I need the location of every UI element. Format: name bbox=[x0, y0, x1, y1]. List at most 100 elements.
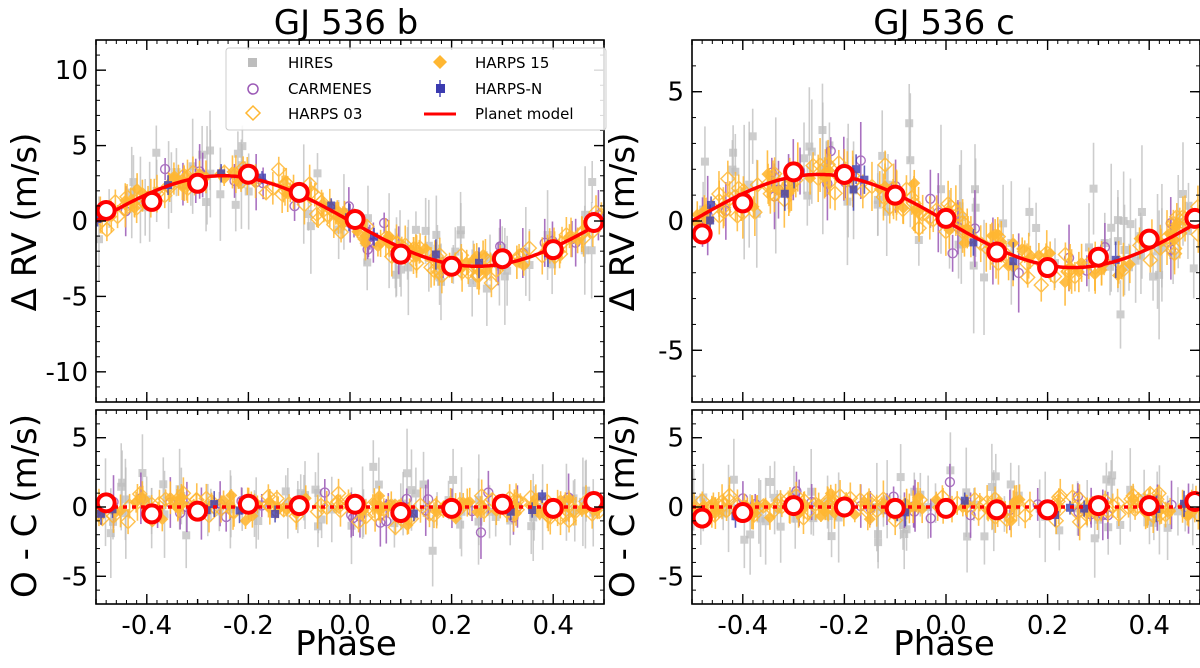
harpsn-marker bbox=[431, 250, 440, 259]
ylabel-oc-b: O - C (m/s) bbox=[5, 414, 45, 598]
binned-point bbox=[1087, 495, 1109, 517]
hires-marker bbox=[548, 260, 557, 269]
y-tick-label: 10 bbox=[55, 56, 88, 86]
hires-marker bbox=[588, 178, 597, 187]
harps15-marker bbox=[563, 493, 576, 506]
hires-marker bbox=[296, 489, 305, 498]
legend-label-carmenes: CARMENES bbox=[288, 80, 372, 98]
hires-marker bbox=[233, 149, 242, 158]
harps15-marker bbox=[1013, 493, 1026, 506]
harps15-marker bbox=[1169, 221, 1182, 234]
harps03-marker bbox=[387, 519, 404, 536]
hires-point bbox=[369, 440, 378, 494]
harpsn-point bbox=[860, 165, 869, 194]
hires-point bbox=[127, 146, 136, 239]
binned-point bbox=[491, 493, 513, 515]
x-tick-label: 0.2 bbox=[1027, 611, 1068, 641]
legend-marker-harps15 bbox=[433, 55, 447, 69]
harpsn-point bbox=[1080, 500, 1089, 517]
harpsn-marker bbox=[538, 492, 547, 501]
hires-marker bbox=[900, 530, 909, 539]
hires-point bbox=[283, 467, 292, 539]
hires-marker bbox=[182, 531, 191, 540]
harps15-point bbox=[563, 493, 576, 506]
y-tick-label: 0 bbox=[667, 207, 684, 237]
binned-point bbox=[96, 199, 117, 221]
hires-marker bbox=[159, 480, 168, 489]
harps15-marker bbox=[1032, 249, 1045, 262]
hires-point bbox=[1102, 462, 1111, 497]
harpsn-marker bbox=[1065, 503, 1074, 512]
hires-marker bbox=[1106, 262, 1115, 271]
legend-frame bbox=[225, 47, 607, 131]
hires-marker bbox=[1189, 264, 1198, 273]
hires-point bbox=[1131, 218, 1140, 303]
harps15-point bbox=[863, 510, 876, 528]
hires-marker bbox=[433, 244, 442, 253]
carmenes-point bbox=[422, 479, 434, 520]
panel-title-b: GJ 536 b bbox=[274, 3, 418, 43]
hires-marker bbox=[407, 486, 416, 495]
hires-marker bbox=[474, 517, 483, 526]
hires-marker bbox=[700, 157, 709, 166]
hires-marker bbox=[419, 480, 428, 489]
harpsn-marker bbox=[852, 165, 861, 174]
hires-marker bbox=[999, 219, 1008, 228]
hires-marker bbox=[1089, 184, 1098, 193]
harps15-point bbox=[175, 484, 188, 512]
hires-marker bbox=[873, 195, 882, 204]
y-tick-label: -5 bbox=[658, 562, 684, 592]
hires-marker bbox=[1055, 526, 1064, 535]
hires-point bbox=[906, 93, 915, 228]
hires-marker bbox=[776, 522, 785, 531]
harps03-marker bbox=[473, 487, 490, 504]
harps03-marker bbox=[772, 492, 789, 509]
binned-point bbox=[833, 163, 855, 185]
hires-marker bbox=[369, 462, 378, 471]
hires-marker bbox=[905, 119, 914, 128]
legend-entry-carmenes: CARMENES bbox=[247, 80, 372, 98]
hires-marker bbox=[138, 469, 147, 478]
carmenes-marker bbox=[1013, 267, 1024, 279]
ylabel-rv-b: Δ RV (m/s) bbox=[5, 133, 45, 312]
harps03-marker bbox=[1142, 252, 1159, 269]
harps03-marker bbox=[887, 512, 904, 529]
harps03-marker bbox=[1019, 269, 1036, 286]
harps03-point bbox=[521, 231, 538, 266]
hires-point bbox=[529, 473, 538, 561]
harps03-marker bbox=[1050, 489, 1067, 506]
hires-marker bbox=[970, 185, 979, 194]
hires-marker bbox=[231, 200, 240, 209]
hires-marker bbox=[1126, 485, 1135, 494]
harpsn-marker bbox=[1180, 499, 1189, 508]
harpsn-point bbox=[474, 247, 483, 279]
harpsn-marker bbox=[258, 173, 267, 182]
binned-point bbox=[390, 243, 412, 265]
harps03-point bbox=[827, 176, 843, 211]
hires-marker bbox=[740, 535, 749, 544]
harpsn-point bbox=[538, 489, 547, 503]
hires-marker bbox=[1116, 310, 1125, 319]
binned-point bbox=[237, 163, 259, 185]
legend-label-harpsn: HARPS-N bbox=[475, 80, 542, 98]
harps03-marker bbox=[483, 275, 500, 291]
binned-point bbox=[935, 207, 957, 229]
harps15-marker bbox=[1127, 492, 1140, 505]
harps03-marker bbox=[258, 184, 275, 201]
carmenes-marker bbox=[159, 163, 171, 175]
hires-marker bbox=[215, 507, 224, 516]
hires-marker bbox=[1006, 480, 1015, 489]
hires-marker bbox=[468, 278, 477, 287]
binned-point bbox=[542, 497, 564, 519]
harps15-point bbox=[533, 507, 546, 521]
binned-point bbox=[344, 208, 366, 230]
legend-entry-harpsn: HARPS-N bbox=[436, 80, 542, 98]
hires-point bbox=[754, 478, 763, 544]
hires-point bbox=[700, 126, 709, 197]
y-tick-label: 5 bbox=[667, 424, 684, 454]
harps03-marker bbox=[308, 206, 325, 223]
carmenes-point bbox=[159, 158, 171, 181]
hires-point bbox=[1173, 487, 1182, 536]
binned-point bbox=[441, 255, 463, 277]
hires-point bbox=[873, 164, 882, 236]
